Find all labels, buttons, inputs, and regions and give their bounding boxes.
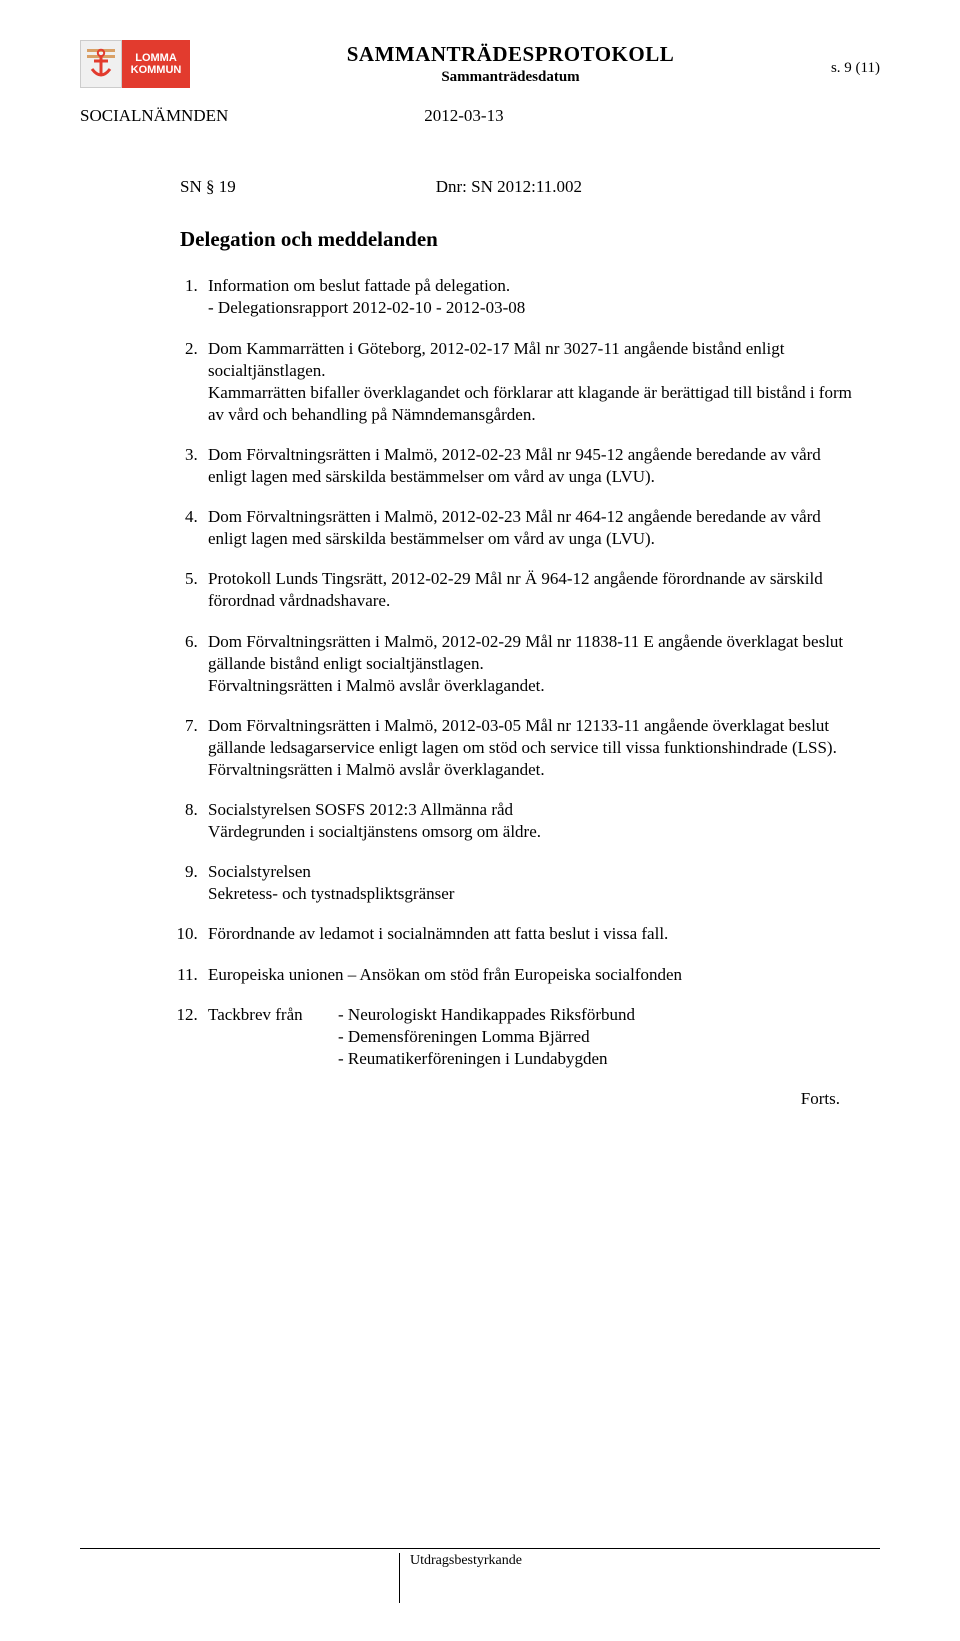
footer-left xyxy=(80,1553,400,1603)
item-list: Information om beslut fattade på delegat… xyxy=(180,275,860,1070)
continuation-label: Forts. xyxy=(180,1088,840,1110)
list-item: Tackbrev från - Neurologiskt Handikappad… xyxy=(202,1004,860,1070)
tack-label: Tackbrev från xyxy=(208,1004,338,1070)
item-text: Förvaltningsrätten i Malmö avslår överkl… xyxy=(208,759,860,781)
item-text: - Delegationsrapport 2012-02-10 - 2012-0… xyxy=(208,297,860,319)
doc-subtitle: Sammanträdesdatum xyxy=(204,69,817,86)
content: SN § 19 Dnr: SN 2012:11.002 Delegation o… xyxy=(180,176,860,1110)
meeting-date: 2012-03-13 xyxy=(424,106,503,126)
item-text: Dom Förvaltningsrätten i Malmö, 2012-02-… xyxy=(208,507,821,548)
list-item: Information om beslut fattade på delegat… xyxy=(202,275,860,319)
item-text: Förordnande av ledamot i socialnämnden a… xyxy=(208,924,668,943)
sn-id: SN § 19 xyxy=(180,176,236,198)
tack-value: - Demensföreningen Lomma Bjärred xyxy=(338,1026,860,1048)
list-item: Europeiska unionen – Ansökan om stöd frå… xyxy=(202,964,860,986)
list-item: Förordnande av ledamot i socialnämnden a… xyxy=(202,923,860,945)
item-text: Kammarrätten bifaller överklagandet och … xyxy=(208,382,860,426)
tack-value: - Reumatikerföreningen i Lundabygden xyxy=(338,1048,860,1070)
doc-title: SAMMANTRÄDESPROTOKOLL xyxy=(204,42,817,67)
page: LOMMA KOMMUN SAMMANTRÄDESPROTOKOLL Samma… xyxy=(0,0,960,1641)
list-item: Dom Förvaltningsrätten i Malmö, 2012-02-… xyxy=(202,506,860,550)
committee-row: SOCIALNÄMNDEN 2012-03-13 xyxy=(80,106,880,126)
page-number: s. 9 (11) xyxy=(831,40,880,77)
committee-name: SOCIALNÄMNDEN xyxy=(80,106,420,126)
item-text: Förvaltningsrätten i Malmö avslår överkl… xyxy=(208,675,860,697)
list-item: Dom Kammarrätten i Göteborg, 2012-02-17 … xyxy=(202,338,860,426)
list-item: Socialstyrelsen Sekretess- och tystnadsp… xyxy=(202,861,860,905)
item-text: Protokoll Lunds Tingsrätt, 2012-02-29 Må… xyxy=(208,569,823,610)
item-text: Dom Förvaltningsrätten i Malmö, 2012-03-… xyxy=(208,715,860,759)
header-center: SAMMANTRÄDESPROTOKOLL Sammanträdesdatum xyxy=(204,40,817,86)
logo-brand-bottom: KOMMUN xyxy=(131,64,182,76)
list-item: Dom Förvaltningsrätten i Malmö, 2012-02-… xyxy=(202,444,860,488)
list-item: Dom Förvaltningsrätten i Malmö, 2012-02-… xyxy=(202,631,860,697)
item-text: Information om beslut fattade på delegat… xyxy=(208,275,860,297)
item-text: Värdegrunden i socialtjänstens omsorg om… xyxy=(208,821,860,843)
item-text: Sekretess- och tystnadspliktsgränser xyxy=(208,883,860,905)
item-text: Socialstyrelsen SOSFS 2012:3 Allmänna rå… xyxy=(208,799,860,821)
item-text: Dom Förvaltningsrätten i Malmö, 2012-02-… xyxy=(208,631,860,675)
tack-value: - Neurologiskt Handikappades Riksförbund xyxy=(338,1004,860,1026)
item-text: Dom Kammarrätten i Göteborg, 2012-02-17 … xyxy=(208,338,860,382)
list-item: Protokoll Lunds Tingsrätt, 2012-02-29 Må… xyxy=(202,568,860,612)
municipality-logo: LOMMA KOMMUN xyxy=(80,40,190,88)
header-row: LOMMA KOMMUN SAMMANTRÄDESPROTOKOLL Samma… xyxy=(80,40,880,88)
footer: Utdragsbestyrkande xyxy=(80,1548,880,1603)
logo-brand-top: LOMMA xyxy=(135,52,177,64)
item-text: Dom Förvaltningsrätten i Malmö, 2012-02-… xyxy=(208,445,821,486)
dnr: Dnr: SN 2012:11.002 xyxy=(436,176,582,198)
list-item: Socialstyrelsen SOSFS 2012:3 Allmänna rå… xyxy=(202,799,860,843)
item-text: Socialstyrelsen xyxy=(208,861,860,883)
footer-right: Utdragsbestyrkande xyxy=(400,1553,880,1603)
item-text: Europeiska unionen – Ansökan om stöd frå… xyxy=(208,965,682,984)
anchor-icon xyxy=(80,40,122,88)
logo-text: LOMMA KOMMUN xyxy=(122,40,190,88)
sn-dnr-row: SN § 19 Dnr: SN 2012:11.002 xyxy=(180,176,860,198)
list-item: Dom Förvaltningsrätten i Malmö, 2012-03-… xyxy=(202,715,860,781)
section-heading: Delegation och meddelanden xyxy=(180,226,860,253)
tack-values: - Neurologiskt Handikappades Riksförbund… xyxy=(338,1004,860,1070)
